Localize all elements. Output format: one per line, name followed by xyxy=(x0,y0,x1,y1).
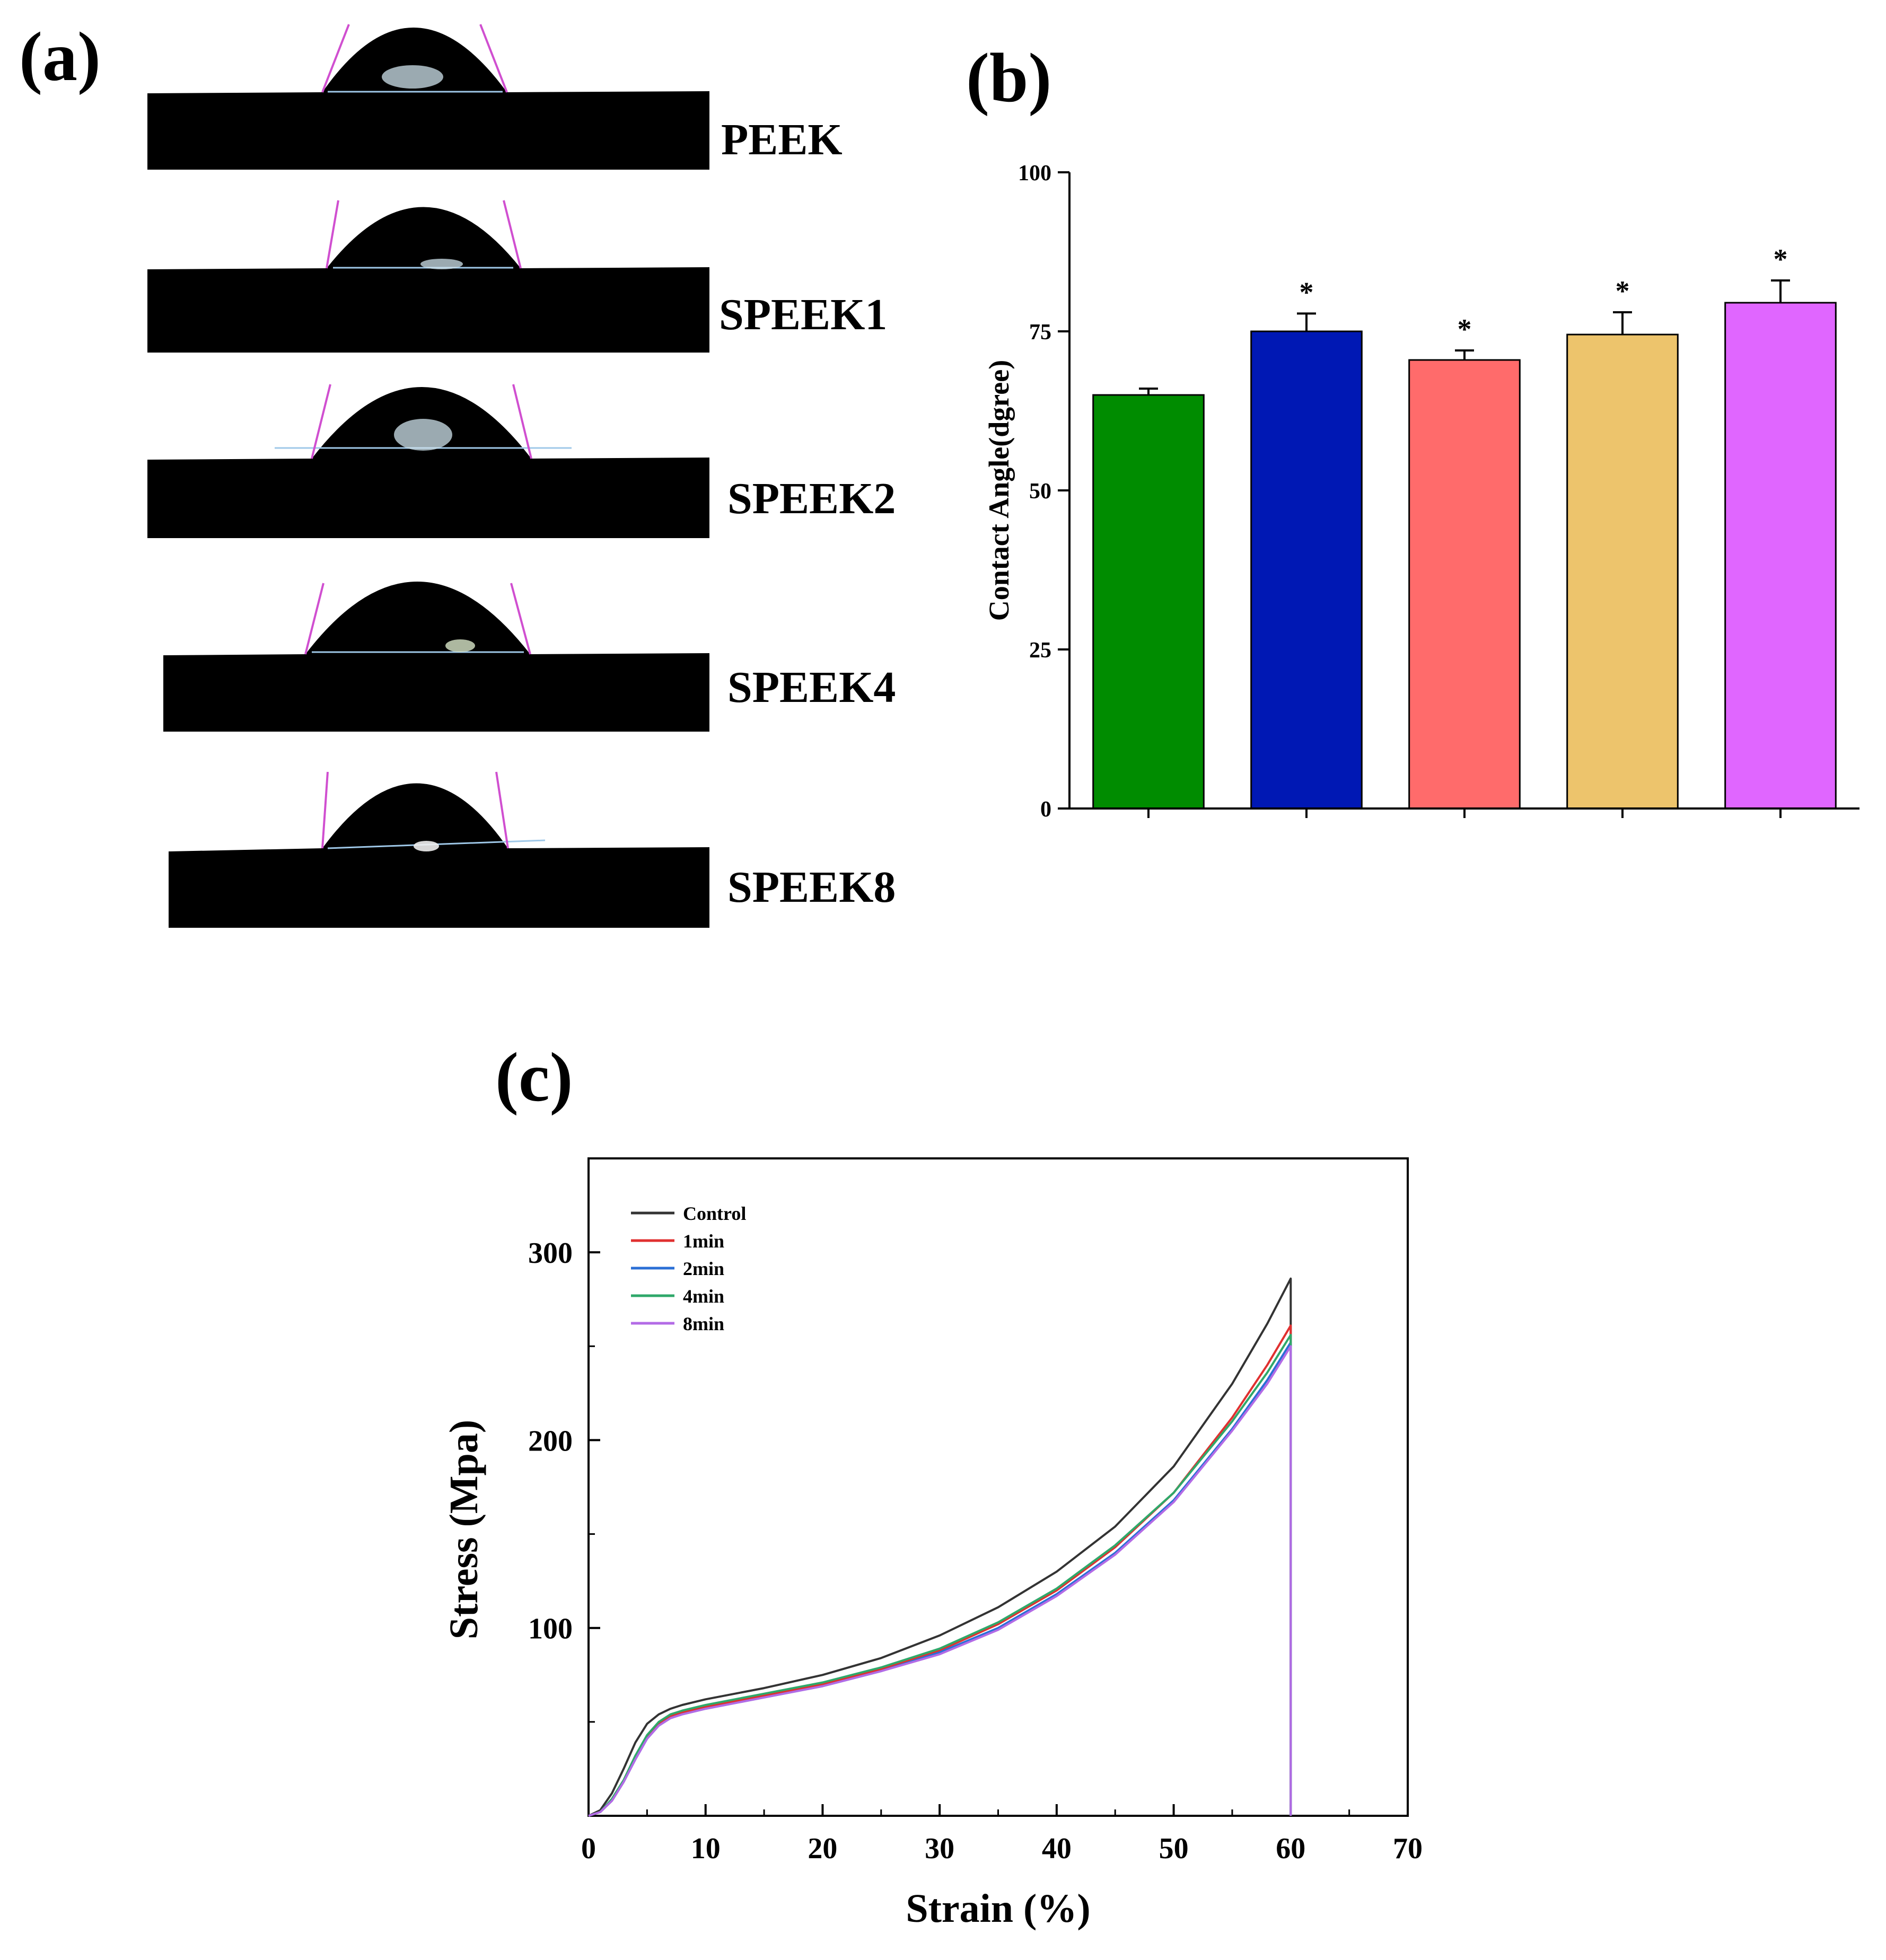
x-tick-label: 10 xyxy=(691,1832,721,1865)
x-tick-label: 60 xyxy=(1276,1832,1305,1865)
significance-marker: * xyxy=(1774,243,1788,275)
droplet-image xyxy=(147,200,709,353)
y-axis-title: Contact Angle(dgree) xyxy=(983,360,1015,621)
panel-label-a: (a) xyxy=(19,17,101,95)
sample-label-peek: PEEK xyxy=(721,115,843,164)
droplet-image xyxy=(169,771,709,928)
y-tick-label: 0 xyxy=(1040,797,1051,822)
panel-label-c: (c) xyxy=(495,1038,573,1116)
y-tick-label: 300 xyxy=(528,1237,573,1270)
series-line xyxy=(588,1324,1292,1817)
x-tick-label: 20 xyxy=(808,1832,837,1865)
legend-label: 1min xyxy=(683,1231,724,1252)
sample-label-speek1: SPEEK1 xyxy=(719,290,888,339)
droplet-photo-speek1 xyxy=(147,196,709,353)
droplet-image xyxy=(163,582,709,732)
bar xyxy=(1092,394,1205,810)
x-tick-label: 40 xyxy=(1042,1832,1072,1865)
bar xyxy=(1250,330,1363,810)
series-line xyxy=(588,1334,1292,1817)
x-tick-label: 30 xyxy=(925,1832,954,1865)
droplet-image xyxy=(147,384,709,538)
legend-label: 2min xyxy=(683,1258,724,1279)
y-tick-label: 200 xyxy=(528,1425,573,1457)
series-line xyxy=(588,1345,1292,1817)
legend-label: 8min xyxy=(683,1313,724,1334)
panel-label-b: (b) xyxy=(966,39,1052,117)
stress-strain-line-chart: 0 10 20 30 40 50 60 70 100 200 300 Control 1min 2min… xyxy=(442,1157,1423,1931)
y-tick-label: 100 xyxy=(528,1613,573,1646)
droplet-photo-speek2 xyxy=(147,374,709,538)
significance-marker: * xyxy=(1300,276,1314,308)
bar xyxy=(1408,359,1521,810)
significance-marker: * xyxy=(1616,275,1630,307)
legend-label: Control xyxy=(683,1203,746,1224)
bar xyxy=(1724,302,1837,810)
x-tick-label: 70 xyxy=(1393,1832,1423,1865)
sample-label-speek4: SPEEK4 xyxy=(727,663,896,712)
y-tick-label: 50 xyxy=(1029,479,1051,504)
sample-label-speek2: SPEEK2 xyxy=(727,474,896,523)
x-axis-title: Strain (%) xyxy=(906,1886,1090,1931)
y-tick-label: 75 xyxy=(1029,320,1051,345)
sample-label-speek8: SPEEK8 xyxy=(727,863,896,912)
droplet-photo-speek8 xyxy=(169,758,709,928)
plot-frame xyxy=(587,1157,1409,1817)
x-tick-label: 0 xyxy=(581,1832,596,1865)
series-line xyxy=(588,1341,1292,1817)
significance-marker: * xyxy=(1458,313,1472,345)
droplet-image xyxy=(147,24,709,170)
bar xyxy=(1566,333,1679,810)
x-tick-label: 50 xyxy=(1159,1832,1189,1865)
y-tick-label: 25 xyxy=(1029,638,1051,663)
droplet-photo-speek4 xyxy=(163,567,709,732)
y-axis-title: Stress (Mpa) xyxy=(442,1420,486,1639)
legend-label: 4min xyxy=(683,1286,724,1307)
series-line xyxy=(588,1277,1292,1817)
y-tick-label: 100 xyxy=(1018,161,1051,186)
droplet-photo-peek xyxy=(147,21,709,170)
